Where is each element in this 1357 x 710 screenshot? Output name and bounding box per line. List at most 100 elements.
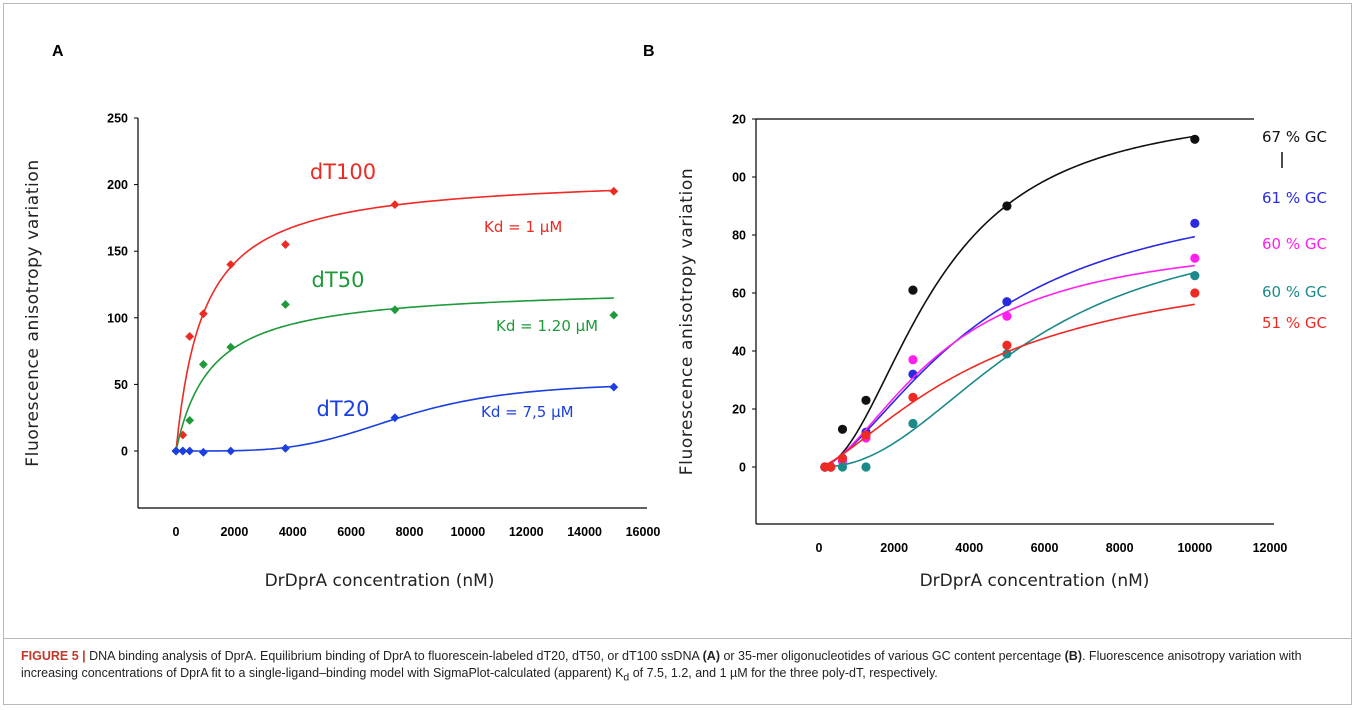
panel-b-series-4-legend-label: 51 % GC: [1262, 314, 1327, 332]
panel-a-series-2-point: [390, 413, 400, 423]
panel-a-series-2-point: [281, 443, 290, 453]
caption-sub-d: d: [623, 672, 630, 684]
panel-b-series-0-point: [908, 285, 918, 295]
panel-b-series-4-point: [1002, 340, 1012, 350]
panel-b-series-4-fit-curve: [824, 303, 1195, 466]
panel-letter-b: B: [643, 43, 655, 60]
panel-a-series-0-point: [609, 186, 619, 196]
panel-b-series-0-point: [861, 395, 871, 405]
panel-a-series-0-kd-annotation: Kd = 1 µM: [484, 218, 562, 236]
panel-b-series-1-legend-label: 61 % GC: [1262, 189, 1327, 207]
panel-a-x-tick-label: 16000: [626, 525, 661, 539]
panel-a-x-tick-label: 10000: [450, 525, 485, 539]
panel-a-x-tick-label: 14000: [567, 525, 602, 539]
panel-b-series-3-point: [837, 462, 848, 472]
panel-b-series-4-point: [861, 430, 871, 440]
caption-bold-a: (A): [702, 649, 720, 663]
panel-a-series-0-point: [178, 430, 188, 440]
panel-b-series-2-point: [908, 355, 918, 365]
panel-b-y-tick-label: 80: [732, 229, 746, 243]
panel-a-x-tick-label: 2000: [220, 525, 248, 539]
panel-a-y-tick-label: 250: [107, 112, 128, 126]
panel-b-x-tick-label: 4000: [955, 541, 983, 555]
panel-b-y-tick-label: 20: [732, 113, 746, 127]
panel-a-series-1-point: [198, 360, 208, 369]
panel-b-series-2-point: [1190, 253, 1200, 263]
caption-text-1: DNA binding analysis of DprA. Equilibriu…: [85, 649, 703, 663]
panel-a-x-tick-label: 12000: [509, 525, 544, 539]
panel-b-series-2-legend-label: 60 % GC: [1262, 235, 1327, 253]
panel-a-y-tick-label: 150: [107, 245, 128, 259]
panel-b-series-4-point: [1190, 288, 1200, 298]
panel-a-x-tick-label: 8000: [396, 525, 424, 539]
panel-a-y-tick-label: 50: [114, 378, 128, 392]
panel-b-series-0-point: [837, 424, 848, 434]
panel-a-x-tick-label: 4000: [279, 525, 307, 539]
panel-b-y-tick-label: 40: [732, 345, 746, 359]
panel-a-series-2-kd-annotation: Kd = 7,5 µM: [481, 403, 574, 421]
panel-b-series-4-point: [908, 392, 918, 402]
panel-b-series-4-point: [837, 453, 848, 463]
panel-b-series-4-point: [826, 462, 836, 472]
panel-b-x-tick-label: 2000: [880, 541, 908, 555]
panel-a-y-axis-label: Fluorescence anisotropy variation: [23, 159, 43, 466]
panel-a-series-0-point: [226, 260, 236, 269]
panel-a-series-0-point: [281, 240, 290, 249]
panel-a-series-2-point: [609, 382, 619, 392]
panel-a-y-tick-label: 100: [107, 311, 128, 325]
panel-b-x-tick-label: 6000: [1031, 541, 1059, 555]
panel-a-series-2-point: [171, 446, 181, 456]
panel-a-x-tick-label: 6000: [337, 525, 365, 539]
panel-b-series-0-point: [1190, 134, 1200, 144]
panel-a-series-1-point: [390, 305, 400, 315]
caption-text-4: of 7.5, 1.2, and 1 µM for the three poly…: [629, 666, 938, 680]
panel-b-x-tick-label: 0: [816, 541, 823, 555]
panel-b-y-tick-label: 20: [732, 403, 746, 417]
panel-b-y-tick-label: 0: [739, 461, 746, 475]
panel-a-series-1-point: [226, 342, 236, 352]
panel-a-series-2-point: [185, 446, 195, 456]
caption-bold-b: (B): [1064, 649, 1082, 663]
panel-b-y-axis-label: Fluorescence anisotropy variation: [677, 168, 697, 475]
figure-frame: [3, 3, 1352, 705]
panel-a-y-tick-label: 0: [121, 445, 128, 459]
panel-a-series-1-name-label: dT50: [312, 268, 365, 292]
panel-b-series-0-legend-label: 67 % GC: [1262, 128, 1327, 146]
panel-a-series-2-name-label: dT20: [317, 397, 370, 421]
panel-a-series-1-point: [609, 310, 619, 320]
panel-b-x-tick-label: 10000: [1177, 541, 1212, 555]
panel-letter-a: A: [52, 43, 64, 60]
caption-text-3: . Fluorescence anisotropy variation with…: [21, 649, 1302, 680]
panel-a-series-2-point: [198, 447, 208, 457]
panel-b-series-3-point: [861, 462, 871, 472]
panel-b-series-3-point: [908, 418, 918, 429]
panel-b-series-2-point: [1002, 311, 1012, 321]
panel-a-series-1-point: [185, 415, 195, 425]
panel-b-series-3-point: [1190, 271, 1200, 281]
panel-b-y-tick-label: 60: [732, 287, 746, 301]
panel-a-series-1-point: [281, 300, 290, 309]
panel-b-x-axis-label: DrDprA concentration (nM): [920, 571, 1150, 591]
figure-caption: FIGURE 5 | DNA binding analysis of DprA.…: [21, 648, 1339, 687]
panel-a-x-tick-label: 0: [173, 525, 180, 539]
panel-b-series-2-fit-curve: [824, 264, 1195, 467]
panel-a-series-2-point: [226, 446, 236, 456]
panel-a-series-0-point: [185, 332, 195, 341]
panel-b-series-3-legend-label: 60 % GC: [1262, 283, 1327, 301]
panel-a-y-tick-label: 200: [107, 178, 128, 192]
panel-a-series-2-point: [178, 446, 188, 456]
panel-b-series-1-point: [1190, 218, 1200, 228]
panel-a-series-1-kd-annotation: Kd = 1.20 µM: [496, 317, 598, 335]
panel-b-series-1-point: [1002, 297, 1012, 307]
figure-label: FIGURE 5 |: [21, 649, 86, 663]
panel-a-series-0-point: [198, 309, 208, 319]
caption-text-2: or 35-mer oligonucleotides of various GC…: [719, 649, 1065, 663]
panel-a-series-0-point: [390, 200, 400, 209]
panel-b-x-tick-label: 8000: [1106, 541, 1134, 555]
panel-b-series-0-point: [1002, 201, 1012, 211]
panel-a-series-0-name-label: dT100: [310, 160, 376, 184]
panel-a-x-axis-label: DrDprA concentration (nM): [265, 571, 495, 591]
caption-separator: [4, 638, 1351, 639]
panel-b-y-tick-label: 00: [732, 171, 746, 185]
